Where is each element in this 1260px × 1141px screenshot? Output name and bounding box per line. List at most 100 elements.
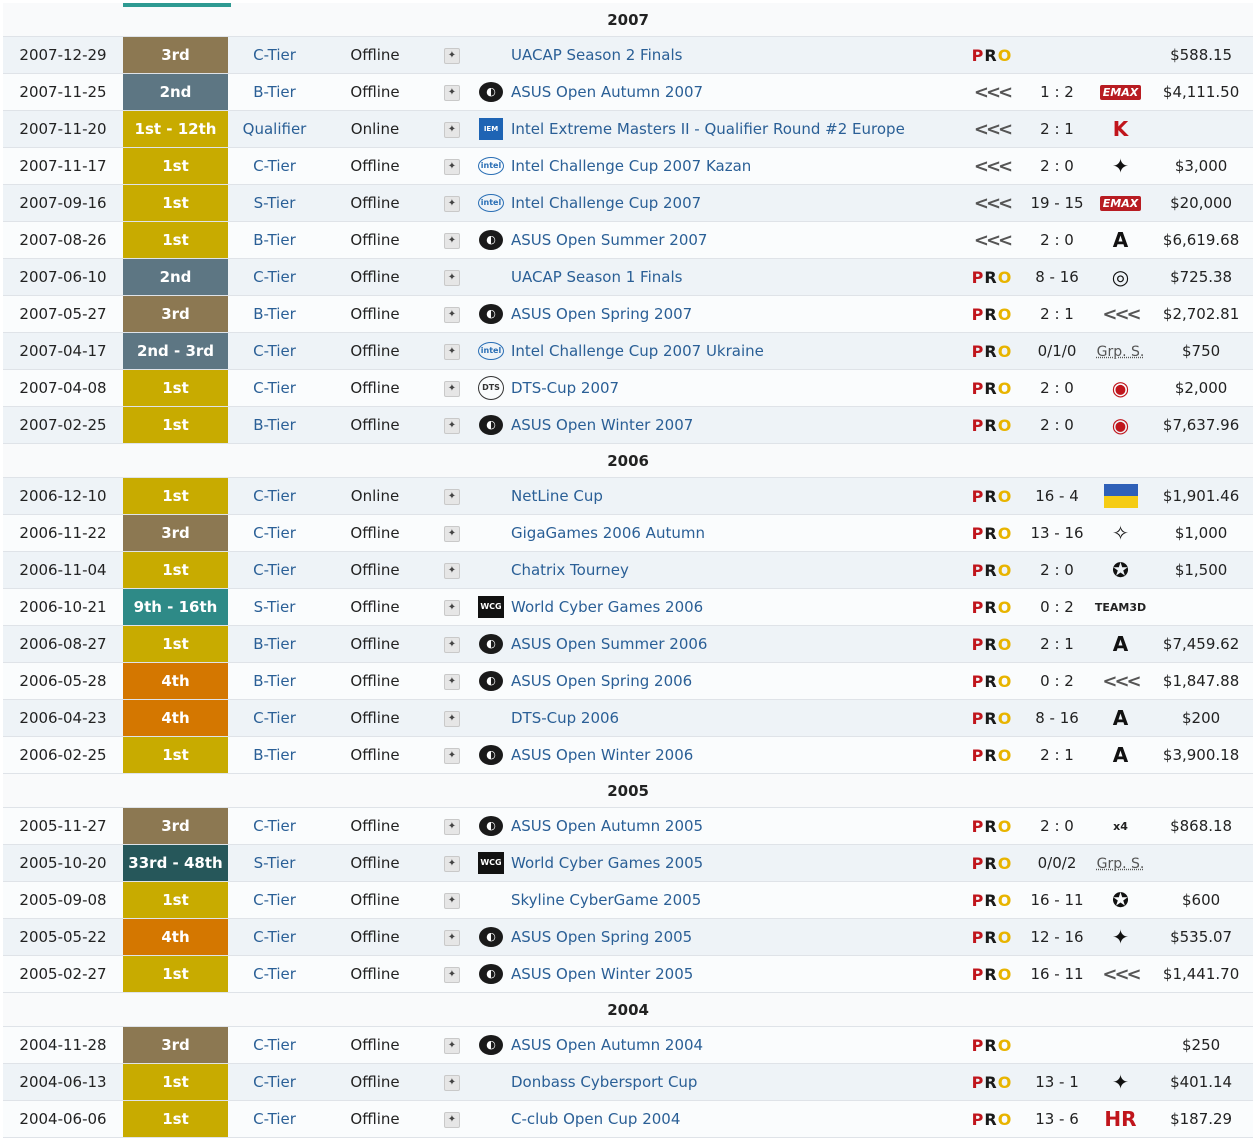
tournament-link[interactable]: Intel Challenge Cup 2007 (507, 184, 962, 222)
counter-strike-icon[interactable]: ✦ (444, 673, 460, 690)
virtus-logo-icon[interactable]: <<< (973, 192, 1013, 214)
tier-link[interactable]: C-Tier (228, 807, 321, 845)
pro100-logo-icon[interactable]: PRO (971, 45, 1013, 65)
tournament-link[interactable]: ASUS Open Spring 2005 (507, 918, 962, 956)
opponent-logo-icon[interactable]: ✦ (1112, 925, 1129, 949)
opponent-logo-icon[interactable]: A (1112, 706, 1129, 730)
tier-link[interactable]: B-Tier (228, 736, 321, 774)
tournament-link[interactable]: World Cyber Games 2005 (507, 844, 962, 882)
opponent-logo-icon[interactable]: K (1112, 117, 1129, 141)
counter-strike-icon[interactable]: ✦ (444, 84, 460, 101)
tier-link[interactable]: C-Tier (228, 147, 321, 185)
tournament-link[interactable]: NetLine Cup (507, 477, 962, 515)
tier-link[interactable]: C-Tier (228, 1063, 321, 1101)
counter-strike-icon[interactable]: ✦ (444, 710, 460, 727)
asus-logo-icon[interactable]: ◐ (479, 816, 503, 836)
asus-logo-icon[interactable]: ◐ (479, 634, 503, 654)
opponent-logo-icon[interactable]: A (1112, 228, 1129, 252)
opponent-logo-icon[interactable]: <<< (1102, 670, 1141, 692)
opponent-logo-icon[interactable]: ✪ (1112, 888, 1129, 912)
pro100-logo-icon[interactable]: PRO (971, 964, 1013, 984)
emax-logo-icon[interactable]: EMAX (1099, 196, 1142, 211)
tier-link[interactable]: C-Tier (228, 514, 321, 552)
tier-link[interactable]: C-Tier (228, 918, 321, 956)
asus-logo-icon[interactable]: ◐ (479, 1035, 503, 1055)
tournament-link[interactable]: Intel Challenge Cup 2007 Ukraine (507, 332, 962, 370)
tier-link[interactable]: S-Tier (228, 184, 321, 222)
tier-link[interactable]: B-Tier (228, 221, 321, 259)
asus-logo-icon[interactable]: ◐ (479, 230, 503, 250)
tier-link[interactable]: B-Tier (228, 73, 321, 111)
tier-link[interactable]: B-Tier (228, 295, 321, 333)
intel-logo-icon[interactable]: intel (478, 194, 504, 213)
tier-link[interactable]: C-Tier (228, 699, 321, 737)
tournament-link[interactable]: Intel Extreme Masters II - Qualifier Rou… (507, 110, 962, 148)
opponent-logo-icon[interactable]: <<< (1102, 963, 1141, 985)
counter-strike-icon[interactable]: ✦ (444, 195, 460, 212)
pro100-logo-icon[interactable]: PRO (971, 890, 1013, 910)
counter-strike-icon[interactable]: ✦ (444, 599, 460, 616)
counter-strike-icon[interactable]: ✦ (444, 966, 460, 983)
asus-logo-icon[interactable]: ◐ (479, 82, 503, 102)
tournament-link[interactable]: ASUS Open Autumn 2007 (507, 73, 962, 111)
asus-logo-icon[interactable]: ◐ (479, 671, 503, 691)
pro100-logo-icon[interactable]: PRO (971, 1035, 1013, 1055)
counter-strike-icon[interactable]: ✦ (444, 636, 460, 653)
tier-link[interactable]: C-Tier (228, 551, 321, 589)
opponent-logo-icon[interactable]: x4 (1113, 820, 1128, 833)
tier-link[interactable]: B-Tier (228, 406, 321, 444)
tier-link[interactable]: C-Tier (228, 477, 321, 515)
counter-strike-icon[interactable]: ✦ (444, 1037, 460, 1054)
intel-logo-icon[interactable]: intel (478, 342, 504, 361)
counter-strike-icon[interactable]: ✦ (444, 232, 460, 249)
pro100-logo-icon[interactable]: PRO (971, 341, 1013, 361)
pro100-logo-icon[interactable]: PRO (971, 267, 1013, 287)
virtus-logo-icon[interactable]: <<< (973, 229, 1013, 251)
pro100-logo-icon[interactable]: PRO (971, 816, 1013, 836)
pro100-logo-icon[interactable]: PRO (971, 486, 1013, 506)
counter-strike-icon[interactable]: ✦ (444, 929, 460, 946)
counter-strike-icon[interactable]: ✦ (444, 892, 460, 909)
counter-strike-icon[interactable]: ✦ (444, 380, 460, 397)
counter-strike-icon[interactable]: ✦ (444, 158, 460, 175)
opponent-logo-icon[interactable]: ◎ (1111, 265, 1130, 289)
counter-strike-icon[interactable]: ✦ (444, 525, 460, 542)
emax-logo-icon[interactable]: EMAX (1099, 85, 1142, 100)
tournament-link[interactable]: ASUS Open Spring 2006 (507, 662, 962, 700)
pro100-logo-icon[interactable]: PRO (971, 634, 1013, 654)
tournament-link[interactable]: Intel Challenge Cup 2007 Kazan (507, 147, 962, 185)
opponent-logo-icon[interactable]: TEAM3D (1094, 601, 1147, 614)
tier-link[interactable]: C-Tier (228, 36, 321, 74)
tournament-link[interactable]: ASUS Open Spring 2007 (507, 295, 962, 333)
tier-link[interactable]: C-Tier (228, 369, 321, 407)
counter-strike-icon[interactable]: ✦ (444, 1074, 460, 1091)
tournament-link[interactable]: ASUS Open Summer 2006 (507, 625, 962, 663)
ukraine-flag-icon[interactable] (1103, 484, 1138, 508)
counter-strike-icon[interactable]: ✦ (444, 747, 460, 764)
asus-logo-icon[interactable]: ◐ (479, 304, 503, 324)
tier-link[interactable]: Qualifier (228, 110, 321, 148)
tournament-link[interactable]: C-club Open Cup 2004 (507, 1100, 962, 1138)
virtus-logo-icon[interactable]: <<< (973, 118, 1013, 140)
iem-logo-icon[interactable]: IEM (479, 118, 503, 140)
pro100-logo-icon[interactable]: PRO (971, 853, 1013, 873)
tier-link[interactable]: S-Tier (228, 588, 321, 626)
tier-link[interactable]: B-Tier (228, 625, 321, 663)
opponent-logo-icon[interactable]: ✧ (1112, 521, 1129, 545)
pro100-logo-icon[interactable]: PRO (971, 927, 1013, 947)
tier-link[interactable]: C-Tier (228, 881, 321, 919)
tournament-link[interactable]: DTS-Cup 2006 (507, 699, 962, 737)
tier-link[interactable]: C-Tier (228, 332, 321, 370)
tournament-link[interactable]: ASUS Open Winter 2005 (507, 955, 962, 993)
pro100-logo-icon[interactable]: PRO (971, 745, 1013, 765)
tournament-link[interactable]: Skyline CyberGame 2005 (507, 881, 962, 919)
opponent-logo-icon[interactable]: A (1112, 632, 1129, 656)
pro100-logo-icon[interactable]: PRO (971, 523, 1013, 543)
pro100-logo-icon[interactable]: PRO (971, 1109, 1013, 1129)
tournament-link[interactable]: DTS-Cup 2007 (507, 369, 962, 407)
pro100-logo-icon[interactable]: PRO (971, 708, 1013, 728)
tournament-link[interactable]: ASUS Open Winter 2007 (507, 406, 962, 444)
tournament-link[interactable]: World Cyber Games 2006 (507, 588, 962, 626)
dts-logo-icon[interactable]: DTS (478, 376, 504, 400)
counter-strike-icon[interactable]: ✦ (444, 47, 460, 64)
